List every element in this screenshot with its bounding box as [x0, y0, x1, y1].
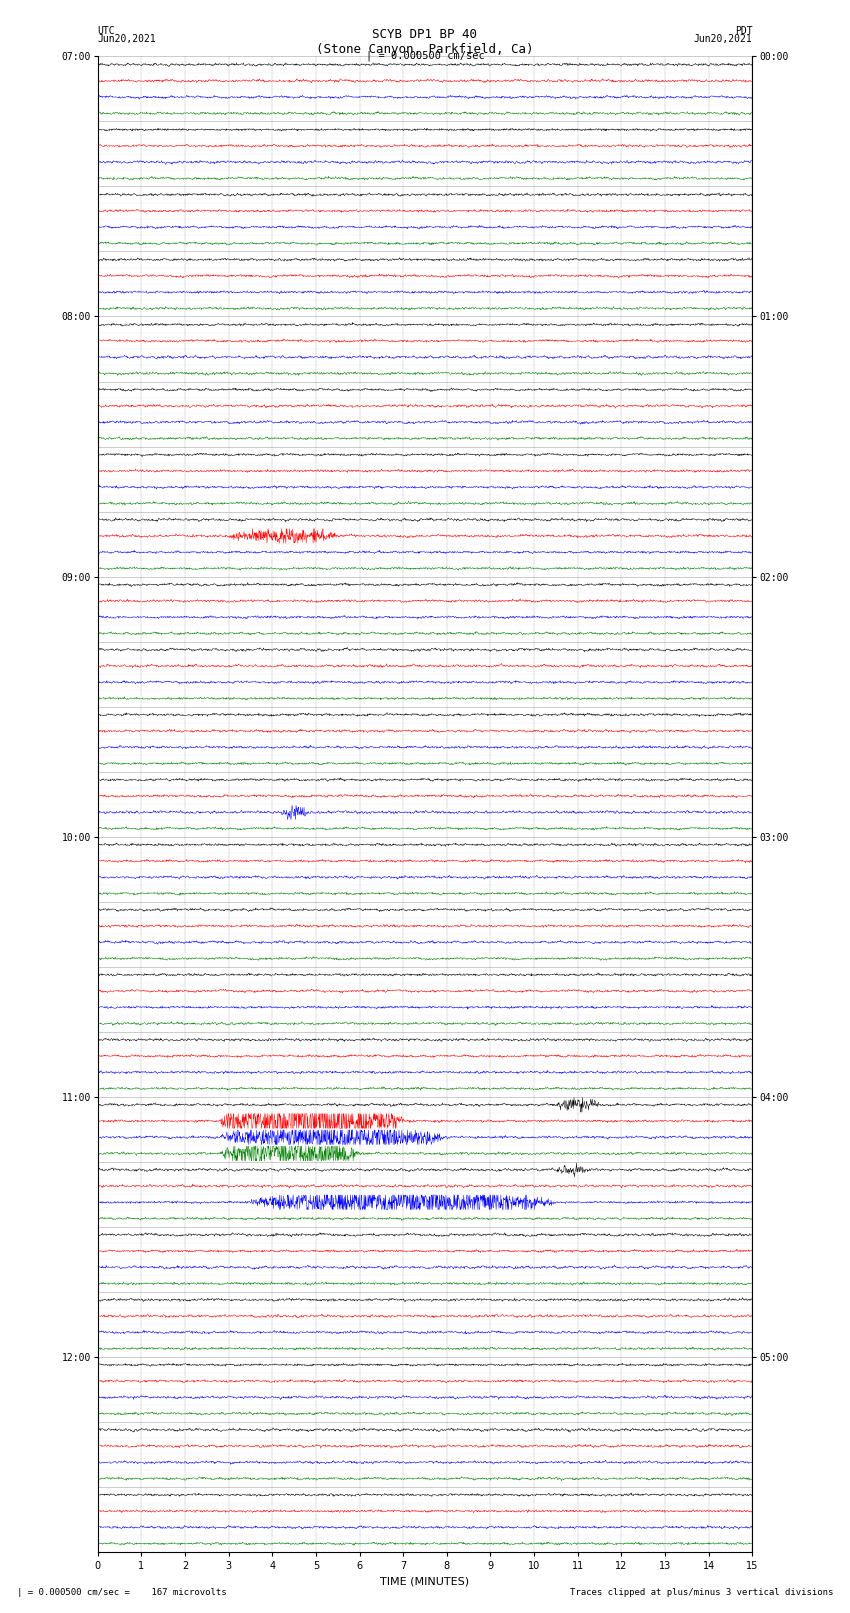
Text: Jun20,2021: Jun20,2021 — [694, 34, 752, 44]
Text: | = 0.000500 cm/sec: | = 0.000500 cm/sec — [366, 50, 484, 61]
X-axis label: TIME (MINUTES): TIME (MINUTES) — [381, 1576, 469, 1586]
Text: Jun20,2021: Jun20,2021 — [98, 34, 156, 44]
Text: Traces clipped at plus/minus 3 vertical divisions: Traces clipped at plus/minus 3 vertical … — [570, 1587, 833, 1597]
Title: SCYB DP1 BP 40
(Stone Canyon, Parkfield, Ca): SCYB DP1 BP 40 (Stone Canyon, Parkfield,… — [316, 29, 534, 56]
Text: | = 0.000500 cm/sec =    167 microvolts: | = 0.000500 cm/sec = 167 microvolts — [17, 1587, 227, 1597]
Text: UTC: UTC — [98, 26, 116, 35]
Text: PDT: PDT — [734, 26, 752, 35]
